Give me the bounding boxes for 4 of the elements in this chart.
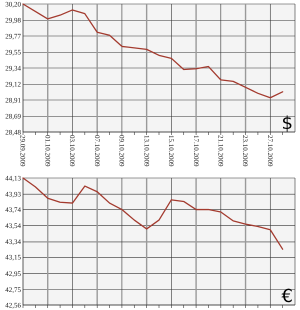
line-series [22, 177, 284, 250]
annotation: $ [282, 113, 293, 134]
annotation: € [282, 286, 293, 307]
line-series [22, 3, 284, 98]
